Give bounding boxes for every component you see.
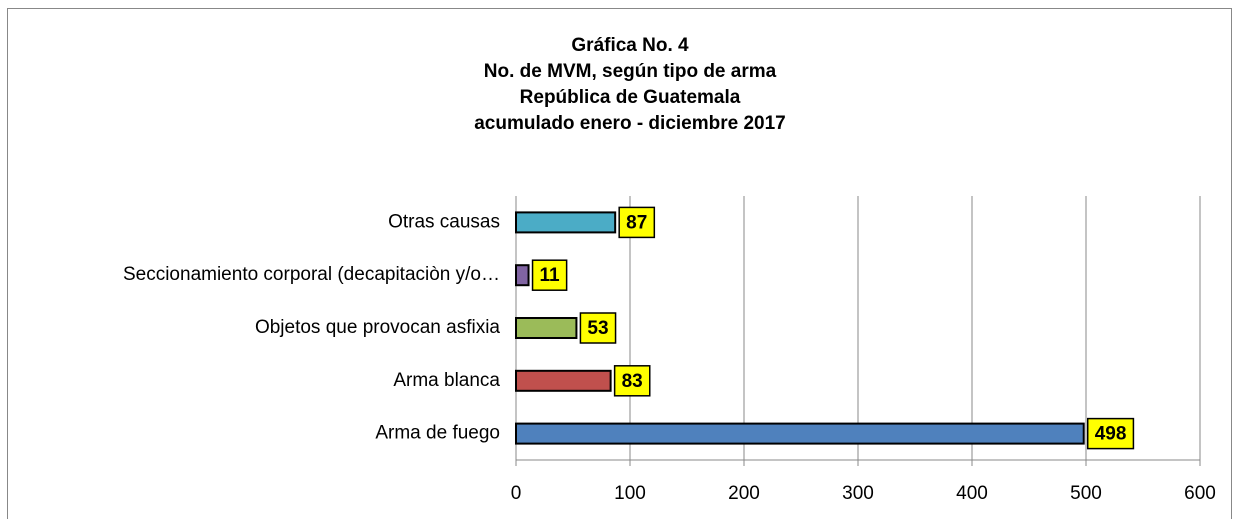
bar [515,317,578,339]
chart-title: República de Guatemala [520,87,741,108]
x-tick-label: 500 [1070,483,1102,504]
y-tick-label: Arma blanca [393,370,500,391]
data-label-box [579,312,617,344]
data-label-box [531,259,568,291]
bar [515,211,617,234]
data-label-box [613,365,651,397]
data-label-box [618,206,656,239]
x-tick-label: 200 [728,483,760,504]
y-tick-label: Objetos que provocan asfixia [255,317,500,338]
x-tick-label: 600 [1184,483,1216,504]
data-label: 498 [1095,424,1127,445]
data-label: 87 [626,212,647,233]
chart-title: No. de MVM, según tipo de arma [484,61,777,82]
x-tick-label: 100 [614,483,646,504]
y-tick-label: Otras causas [388,211,500,232]
bar [515,369,612,392]
data-label-box [1086,417,1135,450]
chart-title: acumulado enero - diciembre 2017 [474,113,786,134]
data-label: 11 [540,265,561,286]
y-tick-label: Arma de fuego [375,423,500,444]
x-tick-label: 0 [511,483,522,504]
x-tick-label: 400 [956,483,988,504]
data-label: 53 [587,318,608,339]
data-label: 83 [622,371,643,392]
x-tick-label: 300 [842,483,874,504]
bar [515,264,530,287]
chart-title: Gráfica No. 4 [571,35,689,56]
bar [515,422,1085,445]
y-tick-label: Seccionamiento corporal (decapitaciòn y/… [123,264,500,285]
